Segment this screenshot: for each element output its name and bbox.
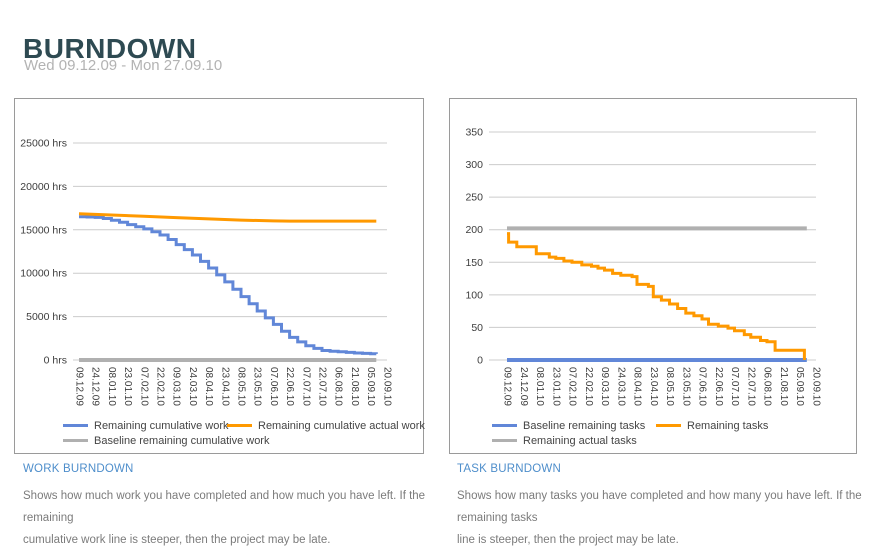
x-axis-label: 23.05.10 [252,367,263,406]
x-axis-label: 20.09.10 [810,367,821,406]
legend-item: Remaining actual tasks [492,434,656,447]
x-axis-label: 08.05.10 [664,367,675,406]
y-axis-label: 20000 hrs [20,181,67,193]
x-axis-label: 08.04.10 [632,367,643,406]
work-burndown-section-title: WORK BURNDOWN [23,463,134,475]
x-axis-label: 05.09.10 [794,367,805,406]
x-axis-label: 24.03.10 [615,367,626,406]
x-axis-label: 22.06.10 [284,367,295,406]
series-line-remaining-cumulative-work [79,215,378,356]
x-axis-label: 23.05.10 [680,367,691,406]
task-burndown-section-title: TASK BURNDOWN [457,463,561,475]
x-axis-label: 23.01.10 [550,367,561,406]
y-axis-label: 250 [465,192,483,204]
series-line-remaining-tasks [507,232,806,360]
series-line-remaining-cumulative-actual-work [78,212,377,223]
legend-item: Baseline remaining tasks [492,419,656,432]
legend-swatch [656,424,681,427]
x-axis-label: 07.06.10 [697,367,708,406]
task-burndown-plot: 0 50 100 150 200 250 300 350 09.12.09 24.12.09 08.… [465,127,821,407]
task-burndown-description: Shows how many tasks you have completed … [457,490,862,546]
y-axis-label: 15000 hrs [20,224,67,236]
work-burndown-legend: Remaining cumulative work Remaining cumul… [63,419,425,447]
x-axis-label: 21.08.10 [778,367,789,406]
y-axis-label: 25000 hrs [20,138,67,150]
x-axis-label: 24.12.09 [90,367,101,406]
legend-item: Baseline remaining cumulative work [63,434,269,447]
x-axis-label: 07.07.10 [729,367,740,406]
x-axis-label: 22.07.10 [745,367,756,406]
x-axis-label: 20.09.10 [381,367,392,406]
legend-label: Remaining cumulative actual work [258,419,425,432]
x-axis-label: 23.01.10 [122,367,133,406]
y-axis-label: 350 [465,127,483,139]
y-axis-label: 150 [465,257,483,269]
x-axis-label: 23.04.10 [648,367,659,406]
x-axis-label: 23.04.10 [219,367,230,406]
y-axis-label: 100 [465,289,483,301]
x-axis-label: 08.01.10 [534,367,545,406]
x-axis-label: 08.01.10 [106,367,117,406]
x-axis-label: 09.12.09 [74,367,85,406]
legend-swatch [492,439,517,442]
y-axis-label: 200 [465,224,483,236]
x-axis-label: 21.08.10 [349,367,360,406]
x-axis-label: 08.05.10 [236,367,247,406]
work-burndown-chart-card: 0 hrs 5000 hrs 10000 hrs 15000 hrs 20000 hrs… [14,98,425,454]
y-axis-label: 0 hrs [44,355,67,367]
x-axis-label: 22.02.10 [583,367,594,406]
work-burndown-section: WORK BURNDOWN Shows how much work you ha… [23,463,443,551]
task-burndown-section: TASK BURNDOWN Shows how many tasks you h… [457,463,877,551]
x-axis-label: 06.08.10 [762,367,773,406]
x-axis-label: 09.03.10 [171,367,182,406]
x-axis-label: 06.08.10 [333,367,344,406]
work-burndown-description: Shows how much work you have completed a… [23,490,426,546]
legend-swatch [227,424,252,427]
x-axis-label: 05.09.10 [365,367,376,406]
legend-item: Remaining tasks [656,419,768,432]
y-axis-label: 300 [465,159,483,171]
legend-item: Remaining cumulative work [63,419,229,432]
x-axis-label: 07.02.10 [138,367,149,406]
legend-swatch [63,439,88,442]
x-axis-label: 07.07.10 [300,367,311,406]
task-burndown-chart-card: 0 50 100 150 200 250 300 350 09.12.09 24.12.09 08.… [449,98,857,454]
x-axis-label: 09.12.09 [502,367,513,406]
legend-label: Remaining cumulative work [94,419,229,432]
page-title: BURNDOWN [23,32,197,64]
task-burndown-legend: Baseline remaining tasks Remaining tasks R… [492,419,768,447]
x-axis-label: 24.03.10 [187,367,198,406]
y-axis-label: 50 [471,322,483,334]
legend-item: Remaining cumulative actual work [227,419,425,432]
legend-label: Baseline remaining tasks [523,419,646,432]
legend-swatch [492,424,517,427]
x-axis-label: 24.12.09 [518,367,529,406]
x-axis-label: 22.02.10 [155,367,166,406]
x-axis-label: 07.02.10 [567,367,578,406]
y-axis-label: 0 [477,355,483,367]
legend-swatch [63,424,88,427]
y-axis-label: 10000 hrs [20,268,67,280]
legend-label: Baseline remaining cumulative work [94,434,270,447]
legend-label: Remaining actual tasks [523,434,637,447]
work-burndown-plot: 0 hrs 5000 hrs 10000 hrs 15000 hrs 20000 hrs… [20,138,392,407]
x-axis-label: 08.04.10 [203,367,214,406]
x-axis-label: 22.06.10 [713,367,724,406]
legend-label: Remaining tasks [687,419,769,432]
date-range: Wed 09.12.09 - Mon 27.09.10 [24,57,223,74]
x-axis-label: 07.06.10 [268,367,279,406]
x-axis-label: 09.03.10 [599,367,610,406]
y-axis-label: 5000 hrs [26,311,67,323]
x-axis-label: 22.07.10 [317,367,328,406]
